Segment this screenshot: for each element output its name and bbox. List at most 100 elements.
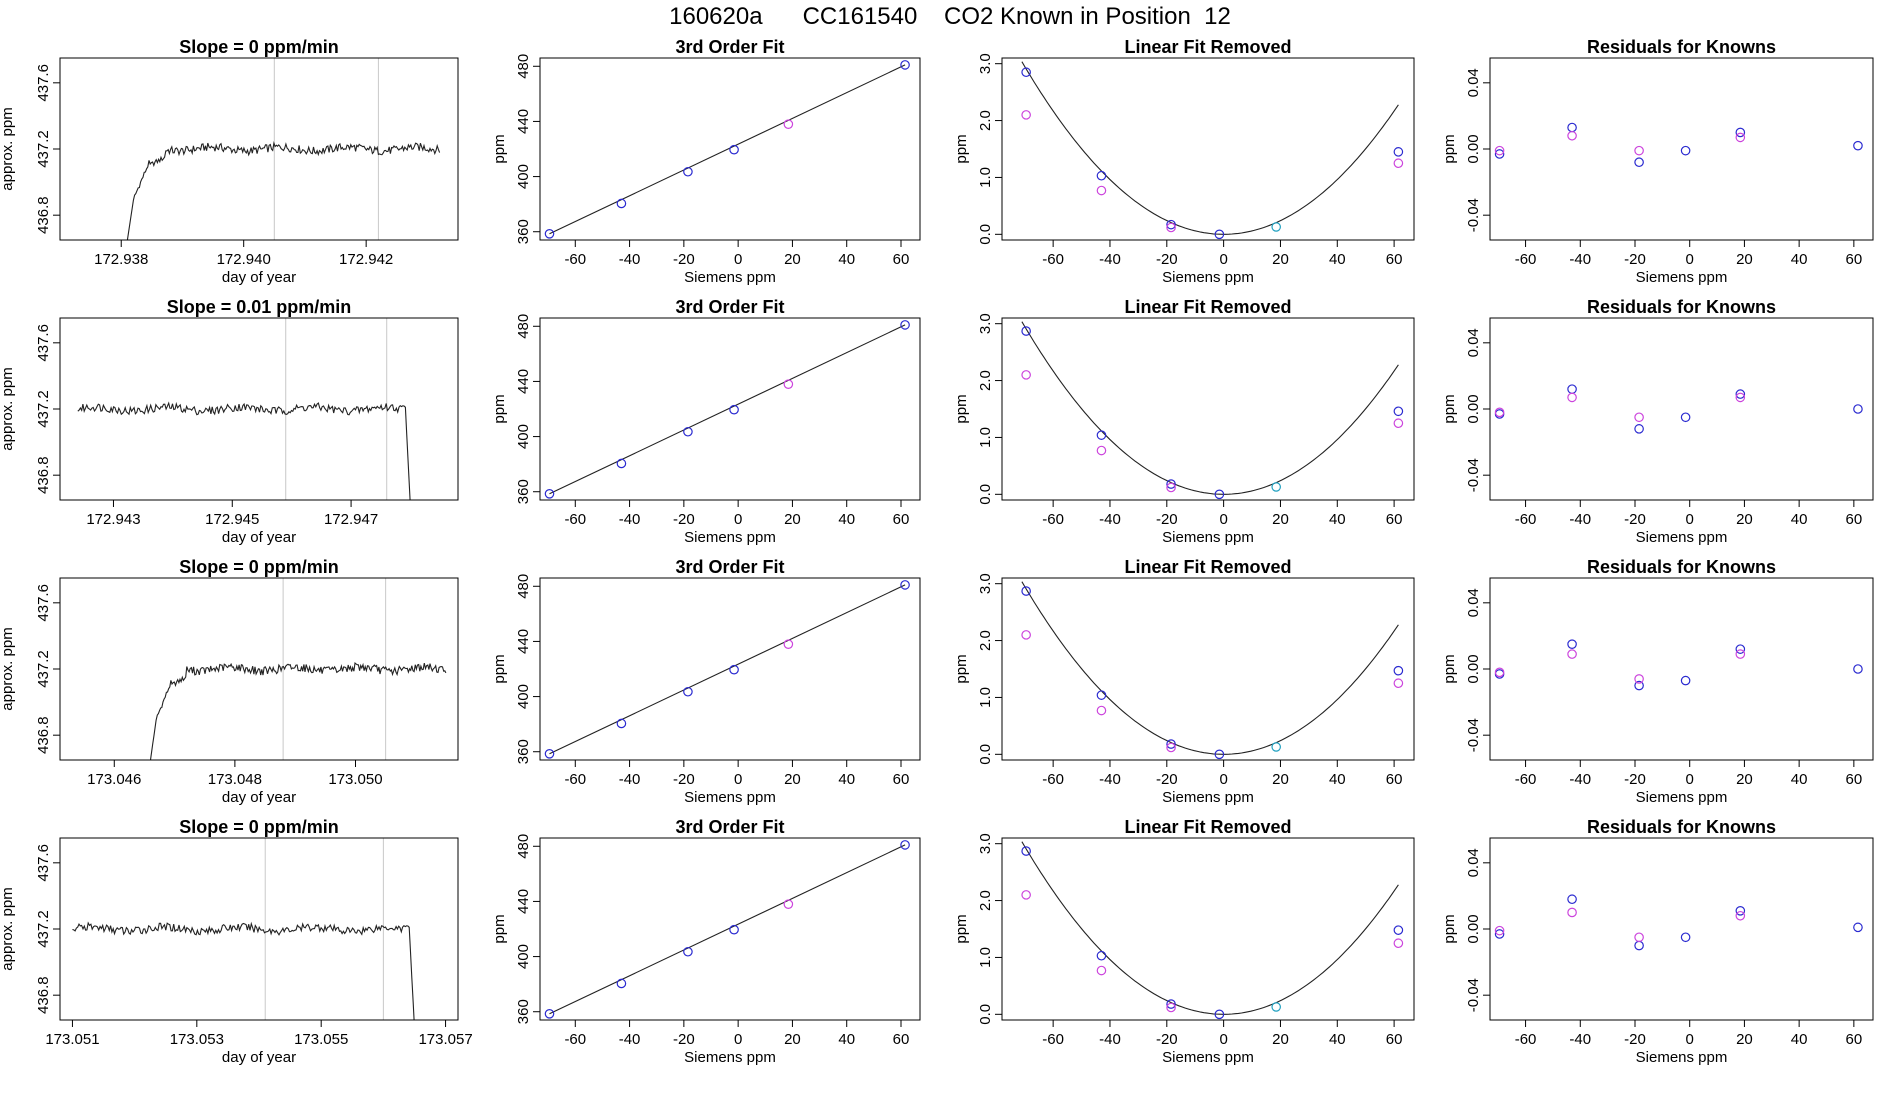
x-tick-label: 0 [1686,251,1694,268]
x-tick-label: 173.050 [328,771,382,788]
y-axis-label: approx. ppm [0,367,16,450]
data-point [1393,406,1404,417]
data-point [1735,132,1746,143]
y-tick-label: 0.00 [1465,394,1482,423]
data-point [1021,110,1031,120]
x-tick-label: 40 [838,1031,855,1048]
data-point [1096,705,1107,716]
panel-frame [1001,577,1415,761]
panel-2-4: 3rd Order Fit -60 -40 -20 0 20 40 60 360 400 440 48… [491,817,921,1066]
data-point [1680,675,1691,686]
panel-1-3: Slope = 0 ppm/min 173.046 173.048 173.050 43… [0,557,459,806]
x-tick-label: -20 [673,771,695,788]
x-tick-label: 60 [1386,251,1403,268]
data-point [1634,932,1644,943]
y-tick-label: 400 [515,684,532,709]
y-tick-label: 480 [515,834,532,859]
y-tick-label: 436.8 [35,456,52,494]
x-tick-label: 0 [734,511,742,528]
plot-area [544,840,910,1019]
x-tick-label: 40 [838,771,855,788]
panel-2-3: 3rd Order Fit -60 -40 -20 0 20 40 60 360 400 440 48… [491,557,921,806]
data-point [783,639,794,649]
data-point [729,664,739,675]
x-tick-label: 0 [1686,511,1694,528]
fit-line [549,584,906,755]
data-point [1214,1009,1225,1020]
panel-title: Linear Fit Removed [1124,817,1291,837]
data-point [1166,479,1176,489]
data-point [1021,67,1031,78]
plot-area [544,60,910,239]
panel-title: Residuals for Knowns [1587,37,1776,57]
x-axis-label: Siemens ppm [1636,269,1728,286]
x-axis-label: Siemens ppm [1162,1049,1254,1066]
panel-4-3: Residuals for Knowns -60 -40 -20 0 20 40 60 -0.0… [1441,557,1874,806]
y-tick-label: 0.0 [977,744,994,765]
data-point [1166,999,1176,1009]
data-point [544,488,555,499]
x-tick-label: 20 [784,771,801,788]
x-axis-label: day of year [222,269,296,286]
fit-curve [1021,321,1399,495]
fit-curve [1021,581,1399,755]
data-point [1096,965,1107,976]
x-tick-label: -60 [1515,251,1537,268]
x-tick-label: 20 [1272,1031,1289,1048]
x-tick-label: 0 [1219,511,1227,528]
data-point [1634,145,1644,156]
panel-frame [1001,317,1415,501]
data-point [1393,418,1404,429]
x-tick-label: 20 [784,251,801,268]
x-tick-label: 0 [1219,771,1227,788]
data-point [1271,1002,1281,1012]
x-tick-label: 0 [1686,771,1694,788]
title-description: CO2 Known in Position 12 [944,3,1231,30]
x-tick-label: -20 [1624,771,1646,788]
panel-2-2: 3rd Order Fit -60 -40 -20 0 20 40 60 360 400 440 48… [491,297,921,546]
y-tick-label: -0.04 [1465,718,1482,752]
x-tick-label: -40 [1569,251,1591,268]
panel-frame [1001,837,1415,1021]
data-point [1393,147,1404,157]
data-point [900,320,910,330]
plot-area [149,578,447,760]
x-tick-label: 173.048 [208,771,262,788]
y-tick-label: 437.2 [35,910,52,948]
data-point [1735,649,1746,659]
y-axis-label: ppm [1441,654,1458,683]
data-point [1567,639,1577,649]
x-tick-label: -40 [1569,1031,1591,1048]
y-axis-label: approx. ppm [0,107,16,190]
x-tick-label: -40 [619,1031,641,1048]
data-point [1735,905,1746,916]
data-point [1166,219,1176,230]
plot-area [1021,841,1404,1020]
data-point [1096,950,1107,961]
x-tick-label: 0 [734,251,742,268]
panel-frame [539,57,921,241]
x-tick-label: 20 [1272,511,1289,528]
data-point [1735,127,1746,138]
data-point [1271,482,1281,492]
x-axis-label: day of year [222,789,296,806]
y-tick-label: 3.0 [977,833,994,854]
y-tick-label: 437.2 [35,390,52,428]
data-point [1393,938,1404,949]
x-tick-label: 60 [1386,1031,1403,1048]
data-point [729,404,739,415]
x-tick-label: 60 [893,771,910,788]
x-tick-label: 20 [1736,1031,1753,1048]
fit-line [549,844,906,1015]
y-tick-label: 400 [515,424,532,449]
data-point [1634,680,1644,691]
y-tick-label: 0.0 [977,1004,994,1025]
y-tick-label: -0.04 [1465,978,1482,1012]
y-tick-label: 1.0 [977,167,994,188]
x-tick-label: 40 [838,511,855,528]
x-tick-label: -40 [619,771,641,788]
data-point [1096,430,1107,440]
panel-title: Linear Fit Removed [1124,297,1291,317]
x-tick-label: 0 [1686,1031,1694,1048]
data-point [1494,925,1505,936]
